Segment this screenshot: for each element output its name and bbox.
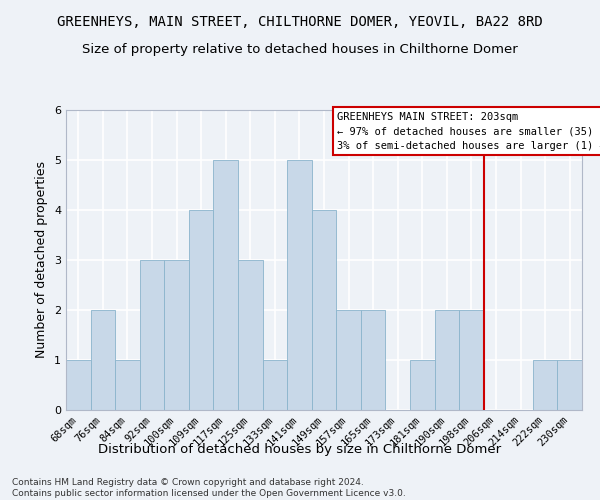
Bar — [459, 310, 484, 410]
Bar — [434, 310, 459, 410]
Bar — [115, 360, 140, 410]
Bar — [140, 260, 164, 410]
Y-axis label: Number of detached properties: Number of detached properties — [35, 162, 49, 358]
Text: Contains HM Land Registry data © Crown copyright and database right 2024.
Contai: Contains HM Land Registry data © Crown c… — [12, 478, 406, 498]
Bar — [91, 310, 115, 410]
Bar — [533, 360, 557, 410]
Bar — [410, 360, 434, 410]
Bar — [66, 360, 91, 410]
Bar — [214, 160, 238, 410]
Text: Size of property relative to detached houses in Chilthorne Domer: Size of property relative to detached ho… — [82, 42, 518, 56]
Bar — [263, 360, 287, 410]
Bar — [164, 260, 189, 410]
Bar — [287, 160, 312, 410]
Text: GREENHEYS MAIN STREET: 203sqm
← 97% of detached houses are smaller (35)
3% of se: GREENHEYS MAIN STREET: 203sqm ← 97% of d… — [337, 112, 600, 151]
Bar — [189, 210, 214, 410]
Bar — [238, 260, 263, 410]
Bar — [361, 310, 385, 410]
Text: Distribution of detached houses by size in Chilthorne Domer: Distribution of detached houses by size … — [98, 442, 502, 456]
Bar — [557, 360, 582, 410]
Bar — [312, 210, 336, 410]
Bar — [336, 310, 361, 410]
Text: GREENHEYS, MAIN STREET, CHILTHORNE DOMER, YEOVIL, BA22 8RD: GREENHEYS, MAIN STREET, CHILTHORNE DOMER… — [57, 15, 543, 29]
